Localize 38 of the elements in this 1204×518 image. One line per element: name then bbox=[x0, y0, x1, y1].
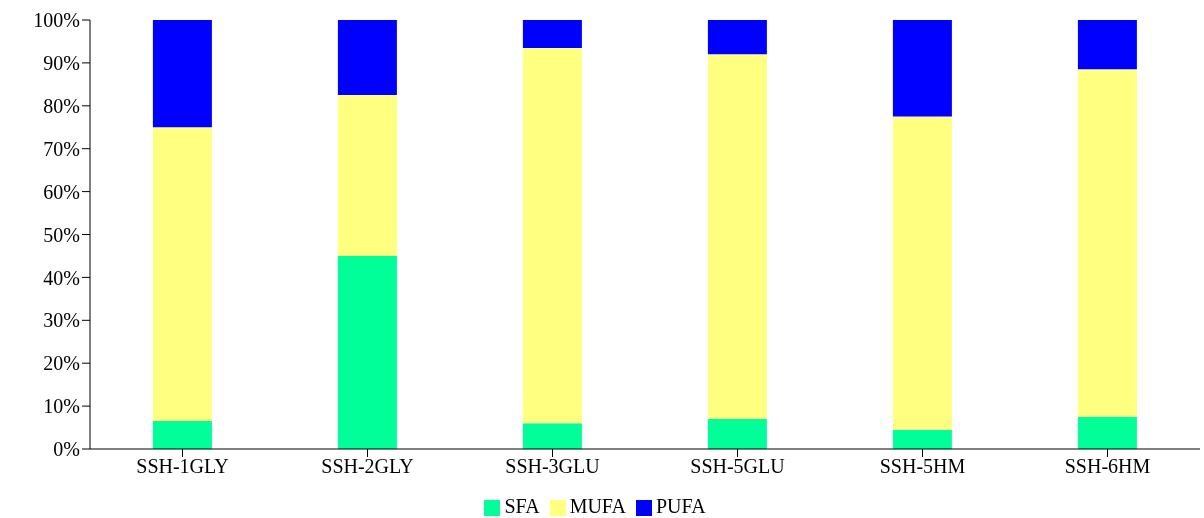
bar bbox=[152, 20, 212, 128]
legend-label: SFA bbox=[504, 495, 540, 517]
legend-label: MUFA bbox=[569, 495, 626, 517]
bar bbox=[337, 20, 397, 96]
bar bbox=[892, 429, 952, 449]
y-tick-label: 0% bbox=[53, 438, 80, 461]
x-tick-label: SSH-2GLY bbox=[321, 455, 414, 478]
y-tick-label: 10% bbox=[43, 395, 80, 418]
bar bbox=[337, 255, 397, 449]
bar bbox=[152, 421, 212, 449]
y-tick-label: 30% bbox=[43, 309, 80, 332]
x-tick-label: SSH-1GLY bbox=[136, 455, 229, 478]
bar bbox=[892, 116, 952, 430]
y-tick-label: 100% bbox=[33, 9, 80, 32]
bar bbox=[337, 95, 397, 256]
y-tick-label: 80% bbox=[43, 94, 80, 117]
y-tick-label: 60% bbox=[43, 180, 80, 203]
bar bbox=[1077, 69, 1137, 417]
bar bbox=[707, 418, 767, 449]
bar bbox=[707, 20, 767, 55]
y-tick-label: 20% bbox=[43, 352, 80, 375]
legend-label: PUFA bbox=[655, 495, 706, 517]
bar bbox=[522, 423, 582, 449]
x-tick-label: SSH-5GLU bbox=[690, 455, 786, 478]
bar bbox=[892, 20, 952, 117]
y-tick-label: 70% bbox=[43, 137, 80, 160]
bar bbox=[522, 20, 582, 48]
y-tick-label: 90% bbox=[43, 52, 80, 74]
x-tick-label: SSH-6HM bbox=[1064, 455, 1151, 478]
bar bbox=[522, 47, 582, 424]
x-tick-label: SSH-3GLU bbox=[505, 455, 601, 478]
bar bbox=[1077, 20, 1137, 70]
bar bbox=[152, 127, 212, 422]
y-tick-label: 50% bbox=[43, 223, 80, 246]
bar bbox=[1077, 416, 1137, 449]
x-tick-label: SSH-5HM bbox=[879, 455, 966, 478]
y-tick-label: 40% bbox=[43, 266, 80, 289]
bar bbox=[707, 54, 767, 419]
